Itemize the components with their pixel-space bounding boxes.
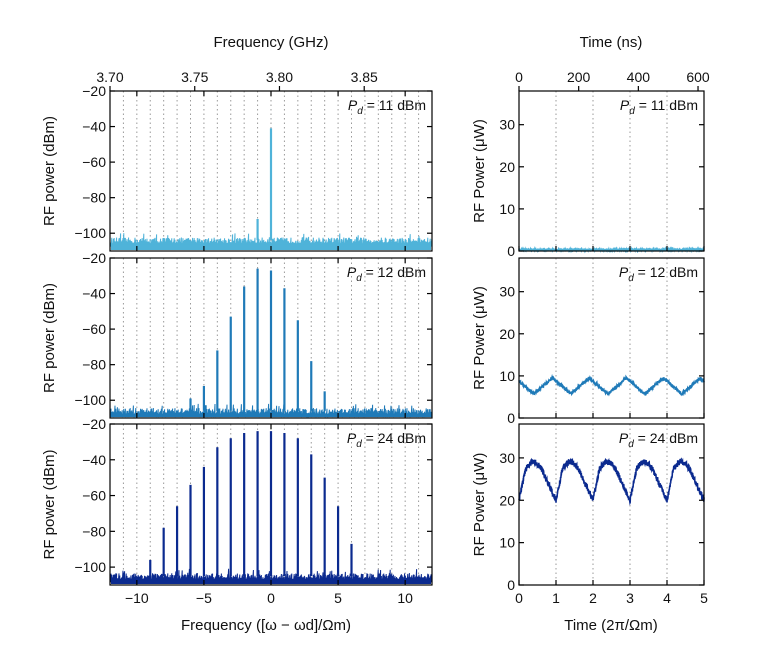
time-y-tick-label: 0 — [507, 243, 515, 259]
time-panel-frame — [518, 90, 705, 252]
spectrum-y-tick-label: −100 — [74, 559, 106, 575]
right-x-axis-label: Time (2π/Ωm) — [564, 617, 658, 634]
spectrum-y-tick-label: −80 — [82, 357, 106, 373]
time-y-tick-label: 30 — [499, 117, 515, 133]
spectrum-y-tick-label: −20 — [82, 83, 106, 99]
frequency-ghz-tick-label: 3.85 — [351, 69, 378, 85]
time-y-tick-label: 10 — [499, 368, 515, 384]
right-top-axis-label: Time (ns) — [580, 34, 643, 51]
time-panel-label: Pd = 24 dBm — [619, 430, 698, 450]
spectrum-x-tick-label: 0 — [267, 590, 275, 606]
time-ns-tick-label: 200 — [567, 69, 591, 85]
time-y-tick-label: 10 — [499, 201, 515, 217]
spectrum-x-tick-label: −5 — [196, 590, 212, 606]
time-y-tick-label: 10 — [499, 535, 515, 551]
time-panel-frame — [518, 423, 705, 586]
time-x-tick-label: 3 — [626, 590, 634, 606]
time-ns-tick-label: 600 — [686, 69, 710, 85]
time-panel-label: Pd = 12 dBm — [619, 264, 698, 284]
spectrum-panel-label: Pd = 24 dBm — [347, 430, 426, 450]
frequency-ghz-tick-label: 3.70 — [96, 69, 123, 85]
time-y-tick-label: 20 — [499, 492, 515, 508]
time-y-tick-label: 0 — [507, 410, 515, 426]
time-y-tick-label: 20 — [499, 159, 515, 175]
time-x-tick-label: 4 — [663, 590, 671, 606]
time-panel-label: Pd = 11 dBm — [620, 97, 698, 117]
time-ns-tick-label: 0 — [515, 69, 523, 85]
spectrum-x-tick-label: −10 — [125, 590, 149, 606]
spectrum-y-tick-label: −80 — [82, 190, 106, 206]
time-panel-frame — [518, 257, 705, 419]
spectrum-y-axis-label: RF power (dBm) — [41, 449, 58, 559]
time-y-tick-label: 30 — [499, 284, 515, 300]
time-ns-tick-label: 400 — [627, 69, 651, 85]
spectrum-panel-label: Pd = 11 dBm — [348, 97, 426, 117]
spectrum-y-tick-label: −60 — [82, 154, 106, 170]
time-x-tick-label: 2 — [589, 590, 597, 606]
spectrum-y-tick-label: −40 — [82, 452, 106, 468]
spectrum-y-axis-label: RF power (dBm) — [41, 116, 58, 226]
time-x-tick-label: 5 — [700, 590, 708, 606]
spectrum-y-tick-label: −60 — [82, 321, 106, 337]
time-y-tick-label: 20 — [499, 326, 515, 342]
spectrum-y-axis-label: RF power (dBm) — [41, 283, 58, 393]
time-y-axis-label: RF Power (μW) — [471, 119, 488, 223]
time-y-axis-label: RF Power (μW) — [471, 286, 488, 390]
time-x-tick-label: 0 — [515, 590, 523, 606]
spectrum-panel-label: Pd = 12 dBm — [347, 264, 426, 284]
spectrum-x-tick-label: 10 — [397, 590, 413, 606]
time-trace — [518, 457, 705, 506]
spectrum-y-tick-label: −40 — [82, 119, 106, 135]
spectrum-y-tick-label: −20 — [82, 416, 106, 432]
time-y-axis-label: RF Power (μW) — [471, 453, 488, 557]
spectrum-y-tick-label: −80 — [82, 523, 106, 539]
time-trace — [518, 246, 705, 254]
spectrum-y-tick-label: −100 — [74, 392, 106, 408]
spectrum-y-tick-label: −100 — [74, 225, 106, 241]
spectrum-y-tick-label: −40 — [82, 286, 106, 302]
frequency-ghz-tick-label: 3.75 — [181, 69, 208, 85]
frequency-ghz-tick-label: 3.80 — [266, 69, 293, 85]
time-trace — [518, 373, 705, 397]
time-x-tick-label: 1 — [552, 590, 560, 606]
spectrum-y-tick-label: −60 — [82, 488, 106, 504]
left-top-axis-label: Frequency (GHz) — [213, 34, 328, 51]
spectrum-y-tick-label: −20 — [82, 250, 106, 266]
time-y-tick-label: 30 — [499, 450, 515, 466]
spectrum-x-tick-label: 5 — [334, 590, 342, 606]
left-x-axis-label: Frequency ([ω − ωd]/Ωm) — [181, 617, 351, 634]
time-y-tick-label: 0 — [507, 577, 515, 593]
